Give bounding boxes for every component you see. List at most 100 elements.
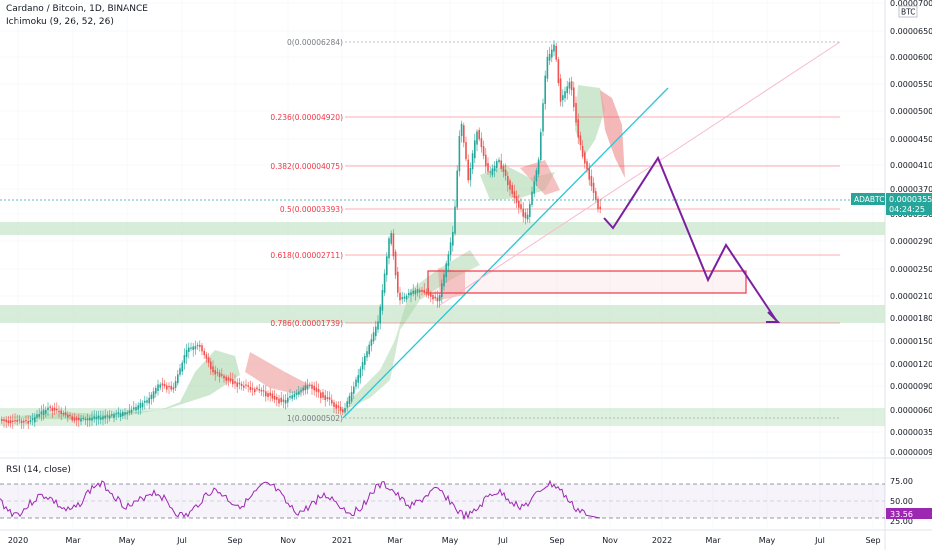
candle-body (482, 146, 485, 156)
indicator-title[interactable]: Ichimoku (9, 26, 52, 26) (6, 17, 114, 27)
candle-body (331, 399, 333, 404)
candle-body (278, 398, 280, 404)
candle-body (504, 169, 507, 176)
currency-badge-text: BTC (901, 8, 916, 17)
candle-body (463, 125, 465, 143)
time-axis-label: 2022 (652, 536, 672, 545)
candle-body (498, 159, 500, 163)
trend-line[interactable] (342, 87, 669, 419)
candle-body (496, 161, 498, 169)
candle-body (298, 391, 300, 395)
candle-body (557, 59, 560, 84)
candle-body (179, 368, 181, 375)
candle-body (207, 357, 210, 363)
symbol-title[interactable]: Cardano / Bitcoin, 1D, BINANCE (6, 4, 148, 14)
candle-body (199, 344, 201, 347)
candle-body (302, 387, 304, 391)
candle-body (419, 290, 421, 293)
candle-body (551, 49, 553, 58)
candle-body (243, 385, 245, 388)
resistance-box[interactable] (427, 270, 747, 294)
candle-body (20, 420, 23, 424)
candle-body (570, 81, 573, 91)
candle-body (229, 378, 232, 382)
candle-body (520, 204, 522, 210)
candle-body (368, 344, 370, 355)
candle-body (181, 362, 183, 372)
candle-body (379, 306, 381, 324)
candle-body (276, 397, 278, 400)
candle-body (293, 394, 296, 398)
support-zones[interactable] (0, 222, 885, 426)
candle-body (86, 418, 89, 421)
candle-body (249, 386, 252, 391)
candle-body (139, 403, 142, 408)
candle-body (522, 208, 524, 217)
support-zone-lower[interactable] (0, 408, 885, 426)
candle-body (313, 385, 315, 391)
candle-body (42, 409, 45, 416)
candle-body (577, 119, 579, 138)
candle-body (100, 417, 102, 420)
candle-body (353, 386, 355, 394)
support-zone-upper[interactable] (0, 222, 885, 235)
candle-body (388, 238, 390, 259)
candle-body (515, 196, 518, 203)
candle-body (104, 415, 106, 419)
candle-body (216, 371, 219, 374)
time-axis-label: Mar (387, 536, 403, 545)
candle-body (196, 344, 199, 347)
candle-body (45, 409, 47, 414)
candle-body (146, 400, 148, 403)
candle-body (130, 409, 133, 413)
time-axis[interactable]: 2020 Mar May Jul Sep Nov 2021 Mar May Jul Sep Nov 20… (8, 536, 881, 545)
candle-body (386, 256, 388, 276)
time-axis-label: Sep (865, 536, 880, 545)
candle-body (203, 350, 205, 356)
candle-body (564, 91, 566, 99)
fibonacci-retracement[interactable]: 0(0.00006284) 0.236(0.00004920) 0.382(0.00… (270, 38, 840, 423)
candle-body (342, 409, 344, 413)
support-zone-middle[interactable] (0, 305, 885, 323)
candle-body (157, 384, 159, 392)
candle-body (537, 159, 540, 175)
candle-body (267, 393, 269, 397)
candle-body (408, 292, 410, 296)
rsi-pane[interactable] (0, 479, 885, 521)
candle-body (553, 44, 555, 52)
price-axis-label: 0.00000090 (890, 448, 932, 457)
candle-body (124, 412, 126, 415)
price-candles (1, 40, 601, 430)
candle-body (150, 394, 153, 400)
rsi-title[interactable]: RSI (14, close) (6, 465, 71, 475)
candle-body (399, 292, 401, 301)
candle-body (449, 242, 452, 255)
candle-body (265, 391, 267, 397)
candle-body (227, 377, 230, 381)
candle-body (128, 410, 131, 413)
candle-body (260, 389, 263, 392)
candle-body (58, 410, 60, 413)
candle-body (366, 351, 368, 358)
projection-path[interactable] (603, 155, 777, 321)
candle-body (427, 292, 430, 296)
time-axis-label: Sep (549, 536, 564, 545)
candle-body (40, 411, 43, 415)
trend-line-faint[interactable] (439, 41, 841, 306)
candle-body (34, 417, 36, 423)
candle-body (161, 383, 164, 386)
candle-body (456, 170, 458, 208)
candle-body (324, 395, 326, 401)
candle-body (1, 418, 3, 422)
candle-body (166, 385, 168, 390)
candle-body (174, 381, 177, 388)
currency-badge[interactable] (898, 5, 918, 18)
